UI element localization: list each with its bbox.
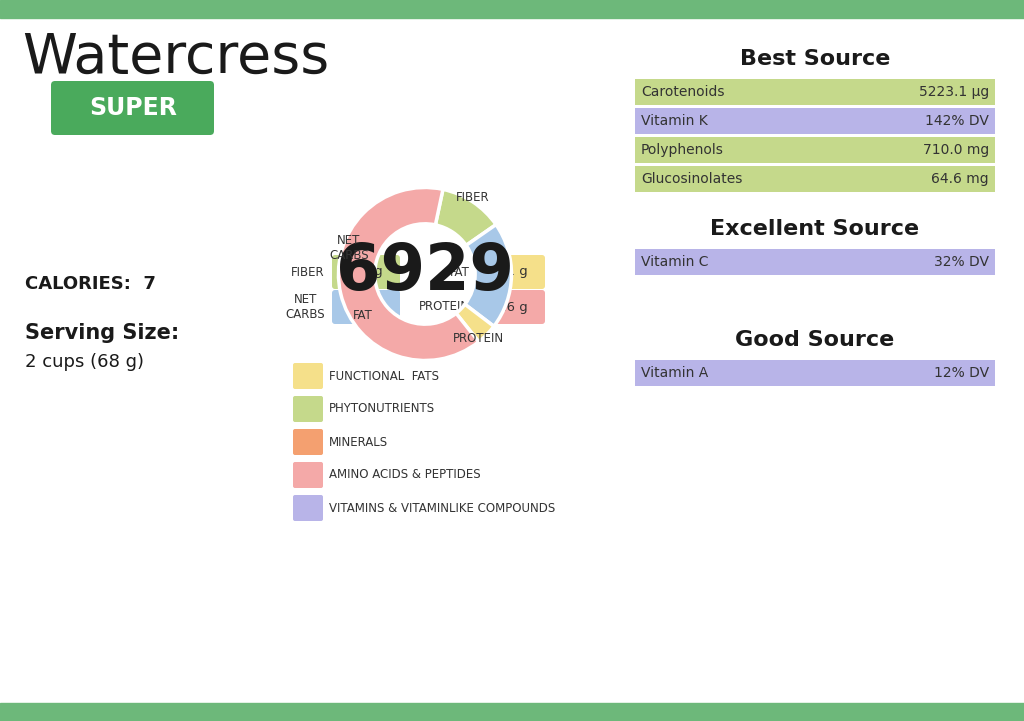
Text: 2 cups (68 g): 2 cups (68 g) — [25, 353, 144, 371]
Wedge shape — [456, 304, 494, 342]
FancyBboxPatch shape — [477, 255, 545, 289]
Text: 5223.1 μg: 5223.1 μg — [919, 85, 989, 99]
Text: Best Source: Best Source — [739, 49, 890, 69]
Text: SUPER: SUPER — [89, 96, 177, 120]
Text: Vitamin K: Vitamin K — [641, 114, 708, 128]
Text: PROTEIN: PROTEIN — [419, 301, 470, 314]
Text: Vitamin C: Vitamin C — [641, 255, 709, 269]
Text: FUNCTIONAL  FATS: FUNCTIONAL FATS — [329, 369, 439, 383]
Wedge shape — [339, 187, 478, 360]
Text: 1.6 g: 1.6 g — [495, 301, 528, 314]
Text: 32% DV: 32% DV — [934, 255, 989, 269]
Text: PHYTONUTRIENTS: PHYTONUTRIENTS — [329, 402, 435, 415]
FancyBboxPatch shape — [293, 462, 323, 488]
Wedge shape — [465, 225, 511, 327]
Bar — [0, 703, 1024, 721]
Text: 6929: 6929 — [336, 242, 514, 304]
Text: NET
CARBS: NET CARBS — [286, 293, 325, 321]
Text: 12% DV: 12% DV — [934, 366, 989, 380]
FancyBboxPatch shape — [332, 290, 400, 324]
FancyBboxPatch shape — [635, 166, 995, 192]
Text: Excellent Source: Excellent Source — [711, 219, 920, 239]
FancyBboxPatch shape — [51, 81, 214, 135]
Wedge shape — [435, 190, 496, 245]
FancyBboxPatch shape — [293, 429, 323, 455]
FancyBboxPatch shape — [477, 290, 545, 324]
Text: AMINO ACIDS & PEPTIDES: AMINO ACIDS & PEPTIDES — [329, 469, 480, 482]
Text: Watercress: Watercress — [22, 31, 330, 85]
Text: Carotenoids: Carotenoids — [641, 85, 725, 99]
FancyBboxPatch shape — [293, 363, 323, 389]
Text: PROTEIN: PROTEIN — [453, 332, 504, 345]
Text: Glucosinolates: Glucosinolates — [641, 172, 742, 186]
Text: 64.6 mg: 64.6 mg — [932, 172, 989, 186]
Text: Vitamin A: Vitamin A — [641, 366, 709, 380]
Text: CALORIES:  7: CALORIES: 7 — [25, 275, 156, 293]
FancyBboxPatch shape — [293, 495, 323, 521]
Text: 142% DV: 142% DV — [925, 114, 989, 128]
Text: FAT: FAT — [451, 265, 470, 278]
Text: 0.5 g: 0.5 g — [349, 301, 383, 314]
Text: 0.3 g: 0.3 g — [349, 265, 383, 278]
Text: FIBER: FIBER — [292, 265, 325, 278]
Text: MINERALS: MINERALS — [329, 435, 388, 448]
Text: Polyphenols: Polyphenols — [641, 143, 724, 157]
Text: VITAMINS & VITAMINLIKE COMPOUNDS: VITAMINS & VITAMINLIKE COMPOUNDS — [329, 502, 555, 515]
FancyBboxPatch shape — [332, 255, 400, 289]
Text: Serving Size:: Serving Size: — [25, 323, 179, 343]
FancyBboxPatch shape — [635, 137, 995, 163]
Text: FAT: FAT — [352, 309, 373, 322]
FancyBboxPatch shape — [635, 108, 995, 134]
Text: Good Source: Good Source — [735, 330, 895, 350]
FancyBboxPatch shape — [635, 79, 995, 105]
Text: 0.1 g: 0.1 g — [495, 265, 528, 278]
FancyBboxPatch shape — [293, 396, 323, 422]
Text: NET
CARBS: NET CARBS — [329, 234, 369, 262]
Text: FIBER: FIBER — [456, 191, 489, 204]
Text: 710.0 mg: 710.0 mg — [923, 143, 989, 157]
Bar — [0, 0, 1024, 18]
FancyBboxPatch shape — [635, 360, 995, 386]
FancyBboxPatch shape — [635, 249, 995, 275]
